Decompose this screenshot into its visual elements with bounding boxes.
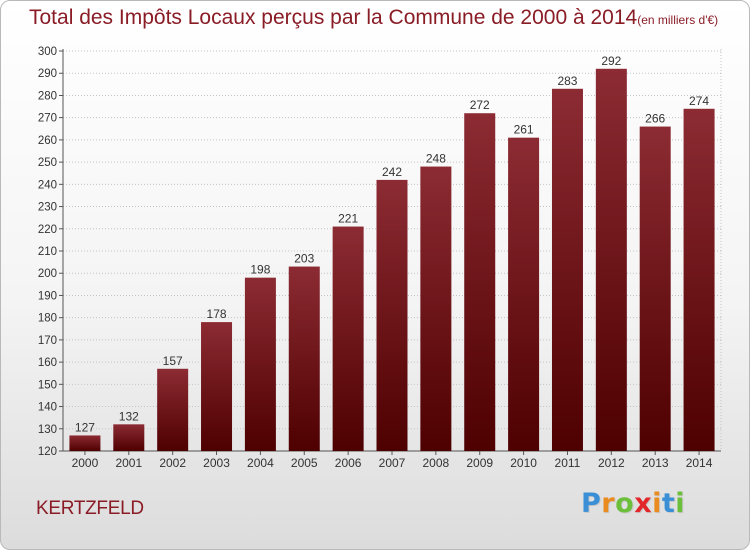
logo-letter: t — [661, 488, 676, 519]
x-tick-label-2008: 2008 — [423, 456, 450, 470]
bar-2014 — [683, 108, 715, 452]
data-labels: 127 132 157 178 198 203 221 242 248 272 261 283 292 2… — [75, 54, 709, 435]
logo-letter: P — [581, 488, 602, 519]
y-tick-label: 230 — [38, 202, 57, 214]
x-tick-label-2006: 2006 — [335, 456, 362, 470]
data-label-2001: 132 — [119, 409, 139, 423]
data-label-2007: 242 — [382, 165, 402, 179]
bar-2005 — [288, 266, 320, 451]
y-tick-label: 240 — [38, 179, 57, 191]
x-tick-label-2003: 2003 — [203, 456, 230, 470]
y-tick-label: 140 — [38, 402, 57, 414]
y-tick-label: 300 — [38, 46, 57, 58]
bar-2009 — [464, 113, 496, 451]
logo-letter: x — [634, 488, 653, 519]
data-label-2011: 283 — [557, 74, 577, 88]
chart-title: Total des Impôts Locaux perçus par la Co… — [29, 6, 718, 30]
y-tick-label: 270 — [38, 113, 57, 125]
data-label-2010: 261 — [514, 123, 534, 137]
y-tick-label: 160 — [38, 357, 57, 369]
y-tick-label: 220 — [38, 224, 57, 236]
x-tick-label-2011: 2011 — [555, 456, 581, 470]
logo-letter: r — [601, 488, 616, 519]
bars — [69, 68, 715, 452]
bar-2010 — [508, 137, 540, 451]
bar-2008 — [420, 166, 452, 452]
data-label-2006: 221 — [338, 212, 358, 226]
y-tick-label: 280 — [38, 90, 57, 102]
bar-2007 — [376, 179, 408, 451]
y-tick-label: 180 — [38, 313, 57, 325]
bar-2012 — [595, 68, 627, 452]
logo-letter: i — [675, 488, 686, 519]
bar-2006 — [332, 226, 364, 451]
x-tick-label-2007: 2007 — [379, 456, 406, 470]
proxiti-logo: Proxiti — [581, 488, 685, 519]
y-tick-label: 120 — [38, 446, 57, 458]
data-label-2012: 292 — [601, 54, 621, 68]
data-label-2009: 272 — [470, 98, 490, 112]
y-tick-label: 170 — [38, 335, 57, 347]
y-tick-label: 290 — [38, 68, 57, 80]
bar-2002 — [157, 368, 189, 451]
data-label-2004: 198 — [250, 263, 270, 277]
title-text: Total des Impôts Locaux perçus par la Co… — [29, 6, 638, 29]
x-tick-label-2004: 2004 — [247, 456, 274, 470]
data-label-2008: 248 — [426, 152, 446, 166]
x-tick-label-2001: 2001 — [115, 456, 142, 470]
commune-name: KERTZFELD — [36, 498, 144, 519]
data-label-2003: 178 — [207, 307, 227, 321]
y-tick-label: 250 — [38, 157, 57, 169]
x-tick-label-2009: 2009 — [466, 456, 493, 470]
bar-2011 — [551, 88, 583, 452]
data-label-2014: 274 — [689, 94, 709, 108]
y-tick-label: 200 — [38, 268, 57, 280]
x-tick-label-2002: 2002 — [159, 456, 186, 470]
x-tick-label-2000: 2000 — [72, 456, 99, 470]
y-tick-label: 210 — [38, 246, 57, 258]
y-tick-label: 150 — [38, 379, 57, 391]
logo-letter: i — [652, 488, 662, 519]
x-tick-label-2012: 2012 — [598, 456, 625, 470]
data-label-2000: 127 — [75, 420, 95, 434]
bar-2001 — [113, 424, 145, 451]
bar-2004 — [244, 277, 276, 451]
x-tick-label-2014: 2014 — [686, 456, 713, 470]
y-tick-label: 130 — [38, 424, 57, 436]
y-tick-label: 190 — [38, 290, 57, 302]
x-tick-label-2010: 2010 — [510, 456, 537, 470]
y-tick-label: 260 — [38, 135, 57, 147]
logo-letter: o — [615, 488, 635, 519]
bar-2000 — [69, 435, 101, 451]
x-tick-label-2005: 2005 — [291, 456, 318, 470]
data-label-2013: 266 — [645, 112, 665, 126]
title-unit: (en milliers d'€) — [637, 13, 719, 27]
data-label-2005: 203 — [294, 252, 314, 266]
grid-lines — [63, 49, 722, 451]
bar-2003 — [201, 322, 233, 451]
x-tick-label-2013: 2013 — [642, 456, 669, 470]
data-label-2002: 157 — [163, 354, 183, 368]
bar-2013 — [639, 126, 671, 452]
